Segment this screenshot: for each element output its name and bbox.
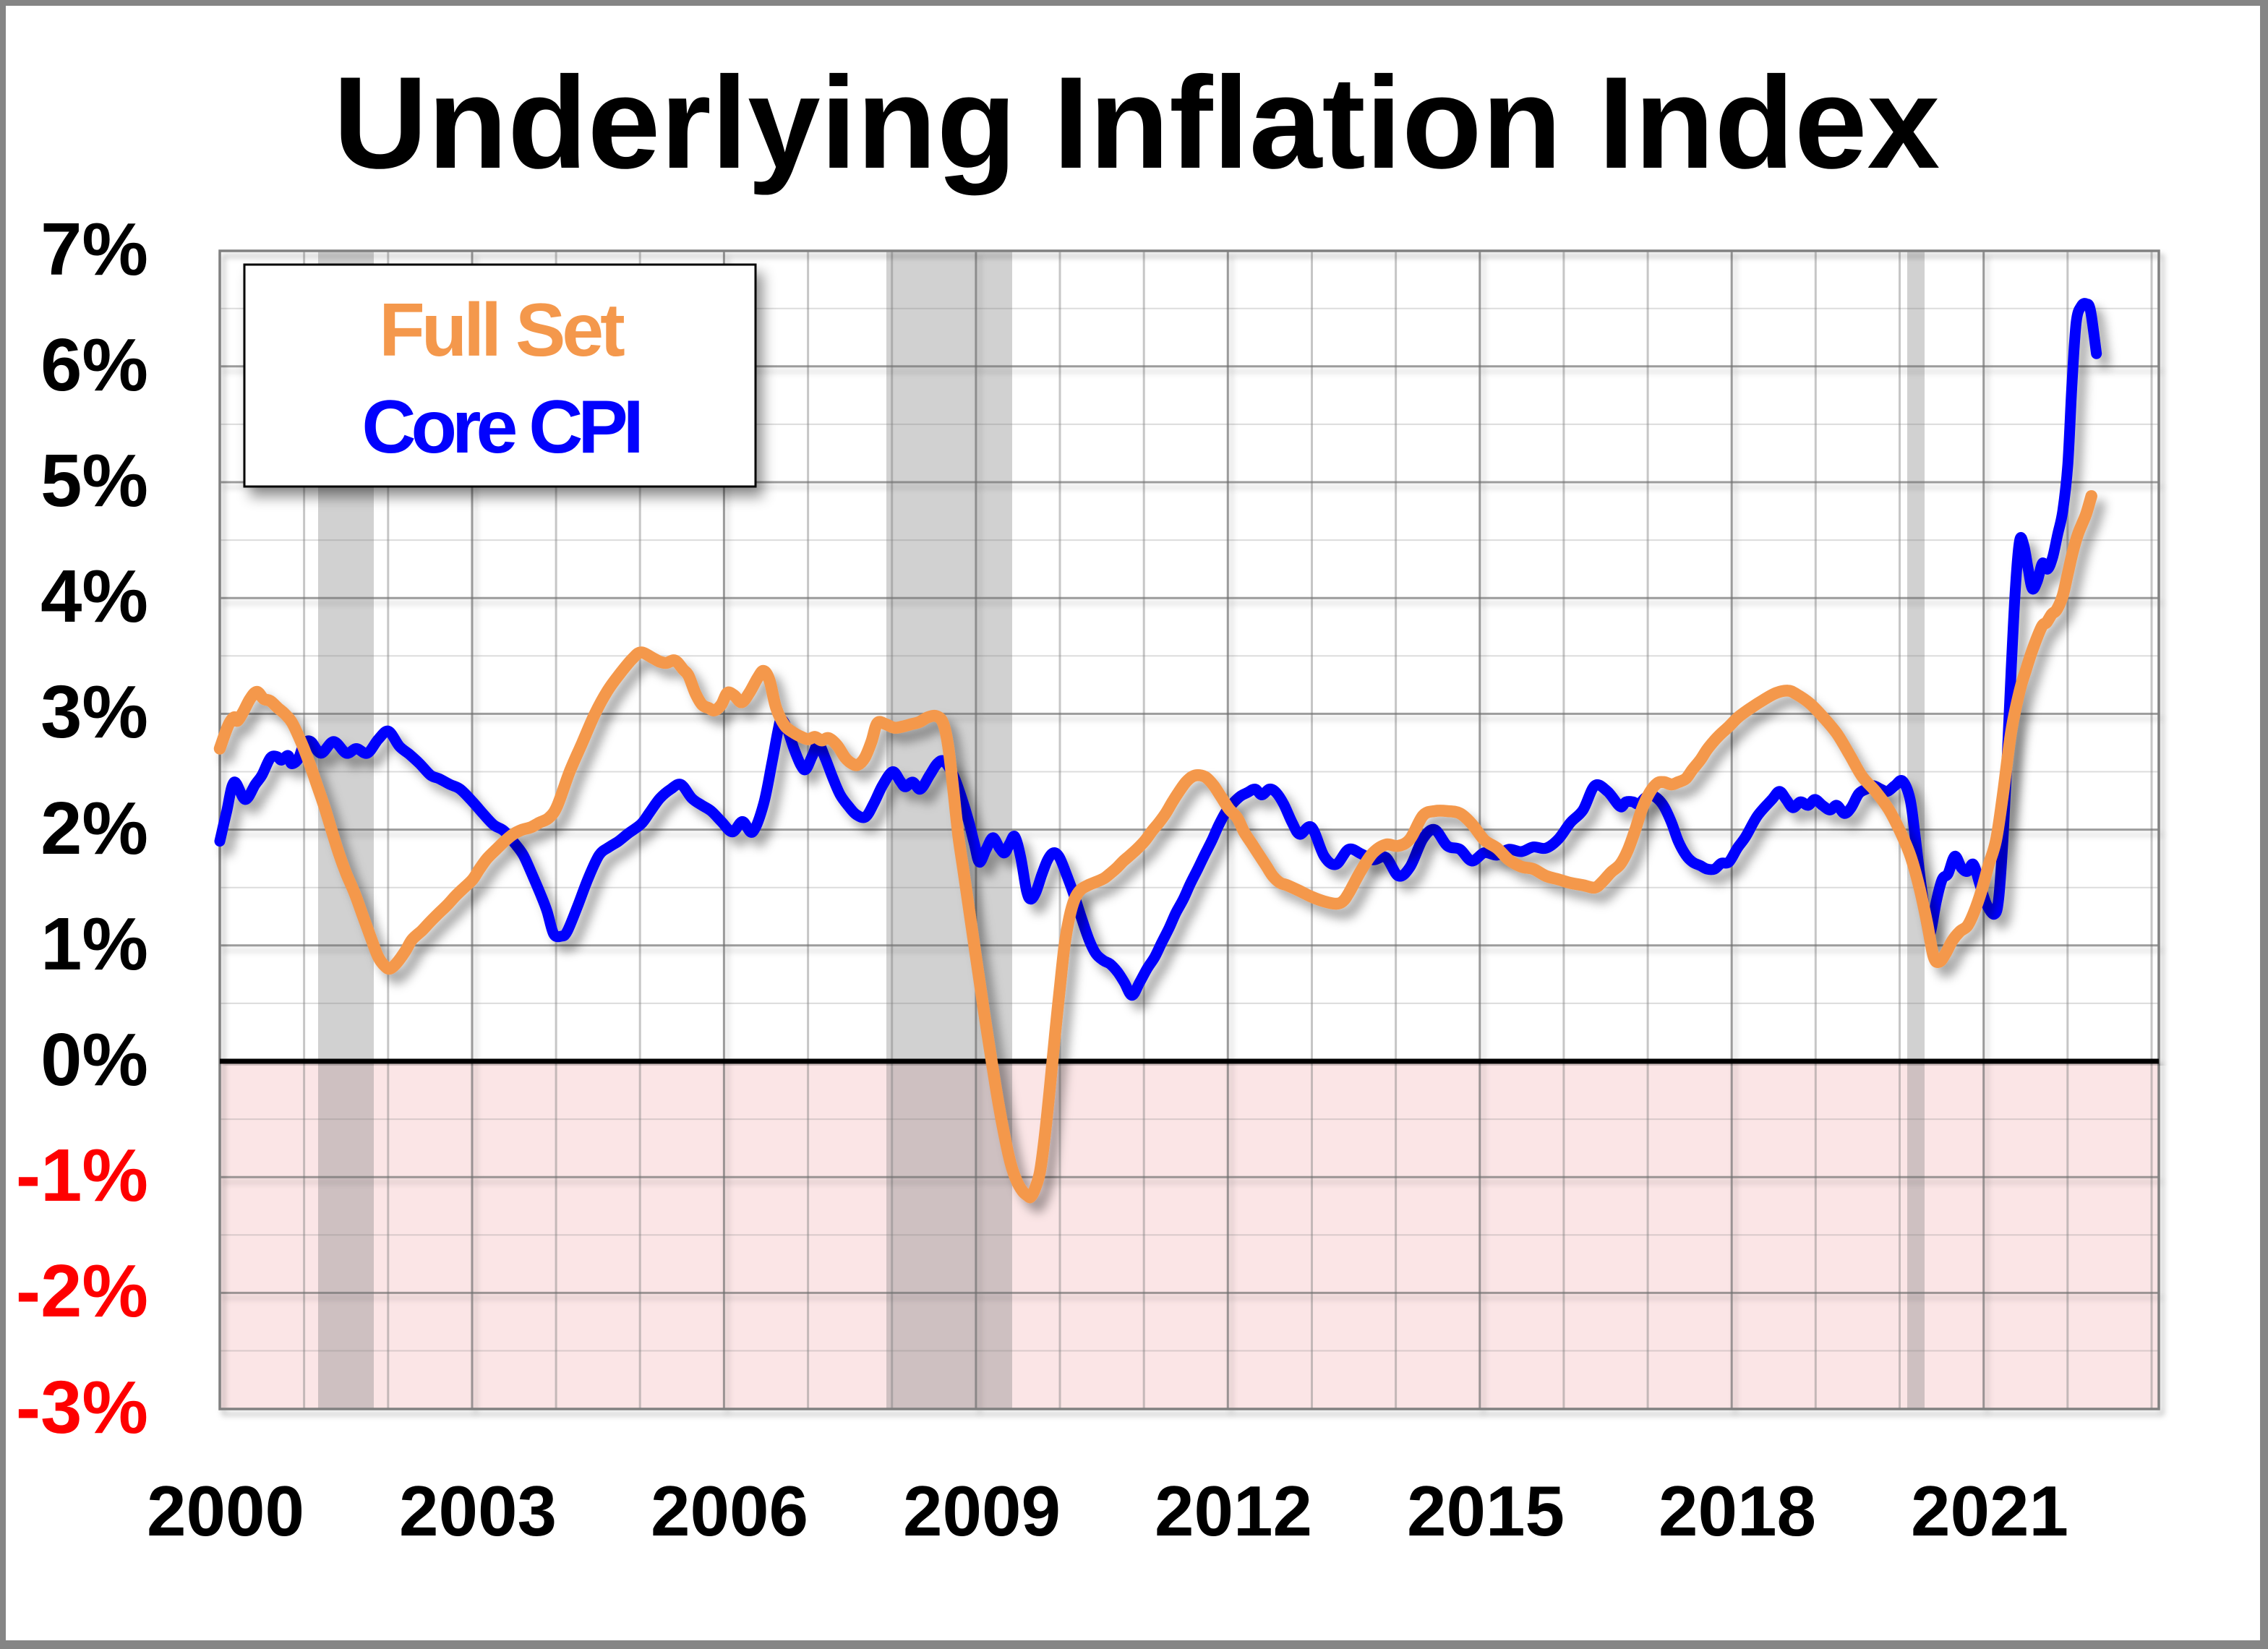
svg-text:2018: 2018 (1659, 1471, 1816, 1551)
svg-text:7%: 7% (40, 207, 148, 291)
svg-text:5%: 5% (40, 439, 148, 522)
svg-text:6%: 6% (40, 323, 148, 406)
svg-text:2003: 2003 (399, 1471, 557, 1551)
svg-text:2000: 2000 (147, 1471, 304, 1551)
svg-text:2%: 2% (40, 787, 148, 870)
svg-text:-1%: -1% (16, 1134, 148, 1217)
svg-text:2012: 2012 (1155, 1471, 1312, 1551)
svg-text:2015: 2015 (1407, 1471, 1565, 1551)
svg-text:Full Set: Full Set (379, 288, 625, 372)
svg-text:4%: 4% (40, 554, 148, 638)
svg-text:Core CPI: Core CPI (361, 385, 638, 469)
svg-text:-3%: -3% (16, 1366, 148, 1449)
svg-text:1%: 1% (40, 902, 148, 985)
svg-text:-2%: -2% (16, 1249, 148, 1332)
svg-text:Underlying Inflation Index: Underlying Inflation Index (333, 50, 1940, 196)
svg-text:3%: 3% (40, 670, 148, 753)
svg-text:0%: 0% (40, 1018, 148, 1101)
svg-text:2006: 2006 (651, 1471, 808, 1551)
svg-text:2021: 2021 (1911, 1471, 2068, 1551)
svg-text:2009: 2009 (903, 1471, 1061, 1551)
